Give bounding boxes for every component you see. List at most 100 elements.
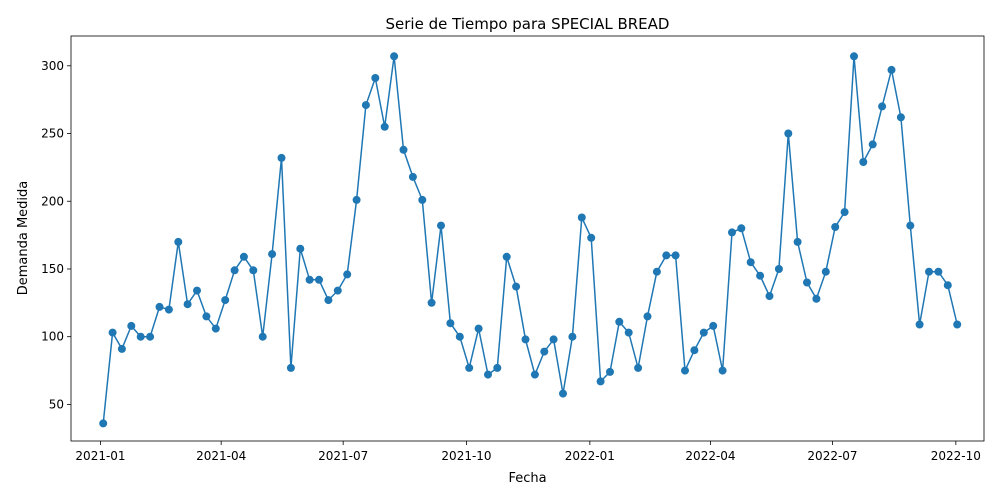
data-point (943, 281, 952, 290)
data-point (286, 363, 295, 372)
data-point (681, 366, 689, 375)
data-point (906, 221, 915, 230)
data-point (361, 101, 370, 110)
data-point (127, 321, 136, 330)
data-point (484, 370, 492, 379)
data-point (455, 332, 464, 341)
y-tick-label: 300 (41, 59, 64, 73)
data-point (709, 321, 718, 330)
data-point (662, 251, 671, 260)
data-point (737, 224, 746, 233)
data-point (202, 312, 211, 321)
data-point (606, 367, 614, 376)
data-point (934, 267, 943, 276)
data-point (164, 305, 173, 314)
data-point (540, 347, 549, 356)
data-point (408, 172, 417, 181)
x-axis-title: Fecha (508, 471, 546, 486)
y-tick-label: 150 (41, 262, 64, 276)
data-point (183, 300, 192, 309)
data-point (249, 266, 258, 275)
data-point (530, 370, 539, 379)
data-point (615, 317, 624, 326)
data-point (136, 332, 145, 341)
data-point (784, 129, 793, 138)
data-point (333, 286, 342, 295)
data-point (587, 233, 596, 242)
plot-frame (70, 35, 985, 442)
data-point (953, 320, 962, 329)
x-tick-label: 2022-01 (565, 449, 615, 463)
data-point (146, 332, 155, 341)
data-point (840, 208, 849, 217)
data-point (174, 237, 183, 246)
data-point (671, 251, 680, 260)
data-point (643, 312, 652, 321)
x-tick-label: 2021-04 (196, 449, 246, 463)
data-point (746, 258, 755, 267)
data-point (859, 158, 868, 166)
data-point (793, 237, 802, 246)
chart-title: Serie de Tiempo para SPECIAL BREAD (386, 15, 670, 33)
y-tick-label: 100 (41, 330, 64, 344)
data-point (221, 296, 230, 305)
x-tick-label: 2022-07 (807, 449, 857, 463)
x-tick-label: 2022-10 (931, 449, 981, 463)
data-point (549, 335, 558, 344)
data-point (268, 250, 277, 259)
data-point (380, 122, 389, 131)
data-point (352, 195, 361, 204)
x-tick-label: 2022-04 (685, 449, 735, 463)
data-point (305, 275, 314, 284)
data-point (512, 282, 521, 291)
data-point (230, 266, 239, 275)
data-point (521, 335, 530, 344)
y-tick-label: 250 (41, 127, 64, 141)
data-point (868, 140, 877, 149)
y-tick-label: 50 (49, 397, 64, 411)
data-point (399, 145, 408, 154)
data-point (624, 328, 633, 337)
data-point (474, 324, 483, 333)
data-point (821, 267, 830, 276)
data-point (418, 195, 427, 204)
data-point (803, 278, 811, 287)
data-point (812, 294, 821, 303)
data-point (774, 265, 783, 273)
data-point (108, 328, 117, 337)
data-point (915, 320, 924, 329)
data-point (427, 298, 436, 307)
data-point (193, 286, 201, 295)
data-point (315, 275, 323, 284)
data-point (446, 319, 455, 328)
data-point (296, 244, 305, 253)
data-point (699, 328, 708, 337)
data-point (887, 65, 896, 74)
data-point (568, 332, 577, 341)
data-point (577, 213, 586, 222)
data-point (634, 363, 643, 372)
y-axis-ticks: 50 100 150 200 250 300 (41, 59, 71, 411)
data-point (371, 74, 380, 82)
data-point (324, 296, 333, 305)
data-point (502, 252, 511, 261)
data-point (117, 344, 126, 353)
y-axis-title: Demanda Medida (16, 181, 31, 296)
y-tick-label: 200 (41, 194, 64, 208)
data-point (390, 52, 399, 61)
x-tick-label: 2021-10 (441, 449, 491, 463)
data-point (718, 366, 727, 375)
data-point (437, 221, 445, 230)
data-point (493, 363, 502, 372)
data-point (831, 223, 840, 231)
data-point (765, 292, 774, 301)
data-point (343, 270, 352, 279)
data-point (155, 302, 164, 311)
data-point (878, 102, 887, 111)
data-point (99, 419, 108, 428)
data-point (850, 52, 858, 61)
data-point (652, 267, 661, 276)
x-tick-label: 2021-01 (75, 449, 125, 463)
